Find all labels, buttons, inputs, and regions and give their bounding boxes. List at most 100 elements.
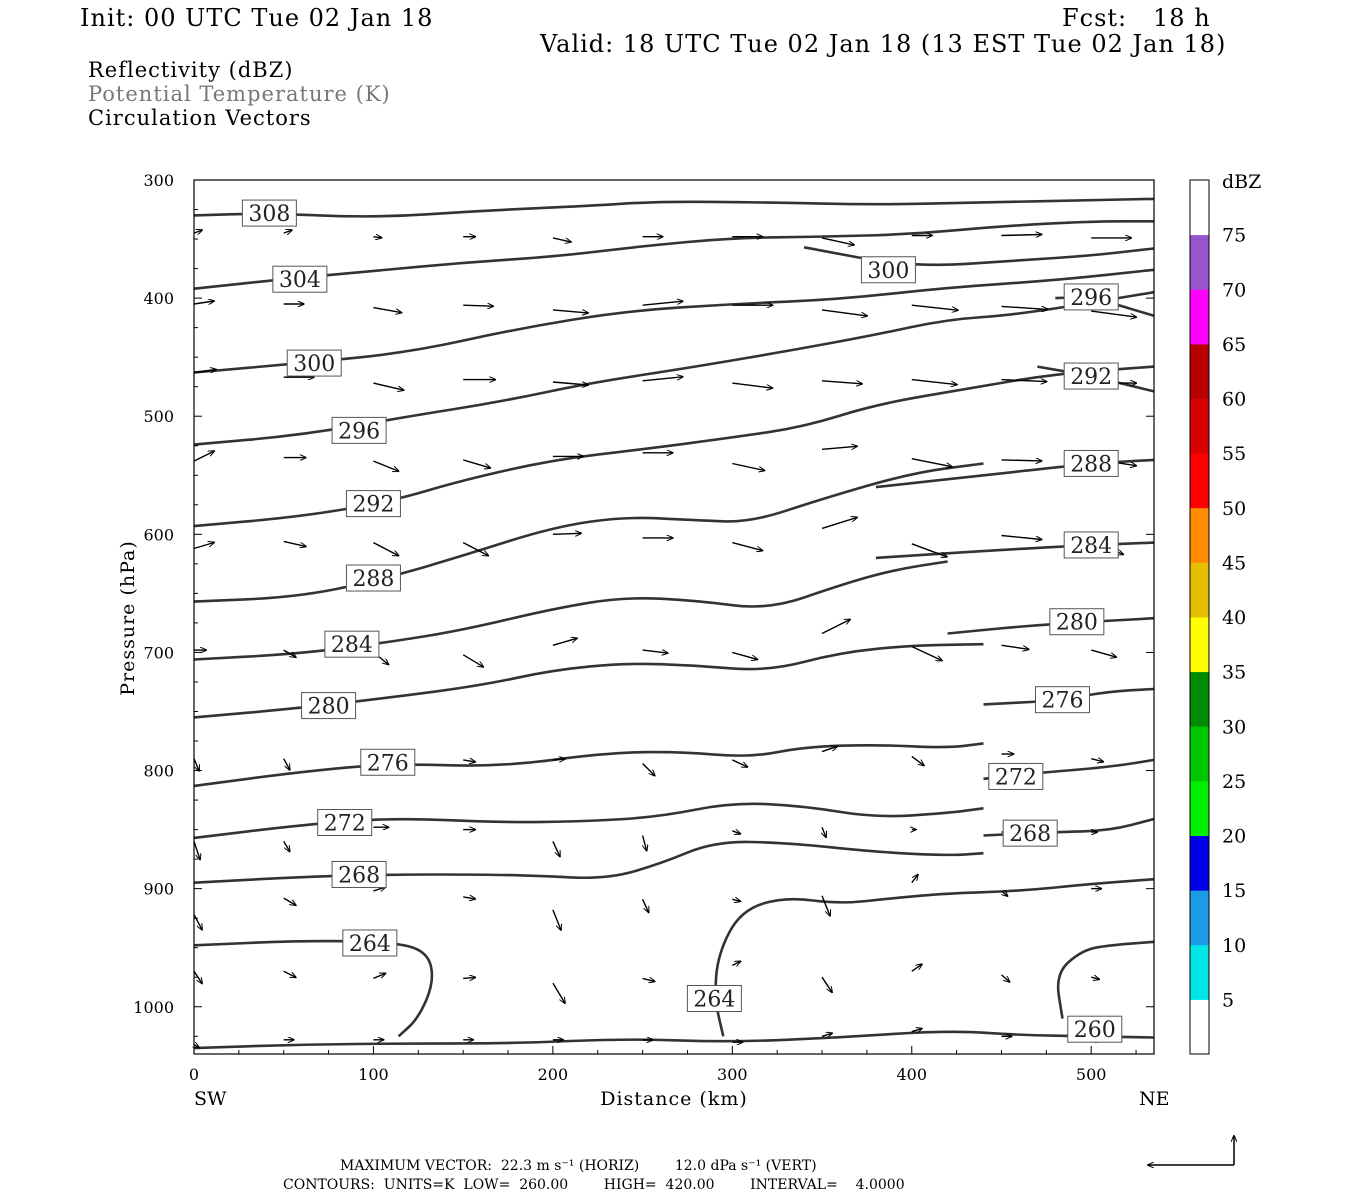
colorbar-segment (1190, 671, 1209, 727)
circulation-vector (552, 533, 581, 534)
theta-contour-labels: 308 304 300 300 296 296 292 292 288 288 284 284 280 2… (241, 199, 1123, 1043)
contour-label-296: 296 (1063, 283, 1119, 311)
circulation-vector (463, 459, 490, 468)
sw-endpoint-label: SW (194, 1088, 227, 1110)
circulation-vector (283, 758, 290, 770)
contour-label-box (1063, 449, 1119, 477)
circulation-vector (821, 895, 830, 916)
init-time: Init: 00 UTC Tue 02 Jan 18 (80, 4, 434, 32)
plot-frame (193, 179, 1155, 1055)
contour-label-268: 268 (331, 860, 387, 888)
circulation-vector (552, 841, 560, 856)
contour-label-300: 300 (286, 349, 342, 377)
colorbar-segment (1190, 398, 1209, 454)
contour-label-272: 272 (988, 762, 1044, 790)
contour-label-text: 292 (352, 493, 394, 518)
circulation-vector (1001, 305, 1048, 309)
theta-contours (193, 197, 1155, 1050)
contour-label-288: 288 (345, 564, 401, 592)
contour-label-text: 264 (693, 987, 735, 1012)
circulation-vector (463, 897, 475, 899)
contour-label-box (324, 630, 380, 658)
colorbar-level-label: 15 (1222, 880, 1246, 902)
circulation-vector (283, 230, 292, 233)
circulation-vector (193, 543, 214, 550)
circulation-vector (193, 370, 216, 373)
circulation-vector (462, 654, 483, 667)
colorbar-segment (1190, 289, 1209, 345)
legend-circulation-vectors: Circulation Vectors (88, 106, 312, 130)
circulation-vector (552, 909, 561, 930)
theta-contour-276 (193, 742, 984, 788)
circulation-vector (731, 961, 740, 965)
circulation-vector (821, 309, 867, 316)
contour-label-box (1063, 283, 1119, 311)
circulation-vector (552, 309, 588, 313)
circulation-vector (552, 638, 577, 646)
circulation-vector (194, 1045, 199, 1048)
y-tick-label: 600 (143, 525, 174, 544)
circulation-vector (1091, 977, 1099, 979)
colorbar-level-label: 30 (1222, 716, 1246, 738)
theta-contour-308 (193, 197, 1155, 218)
contour-label-284: 284 (1063, 531, 1119, 559)
colorbar-segment (1190, 890, 1209, 946)
theta-contour-292 (193, 365, 1155, 528)
contour-label-text: 272 (995, 765, 1037, 790)
contour-label-box (301, 692, 357, 720)
circulation-vector (732, 651, 757, 659)
circulation-vector (552, 759, 565, 760)
circulation-vector (1091, 649, 1116, 657)
colorbar-level-label: 10 (1222, 935, 1246, 957)
contour-label-text: 280 (1056, 611, 1098, 636)
y-tick-label: 300 (143, 171, 174, 190)
circulation-vector (463, 305, 493, 306)
contour-label-box (1063, 531, 1119, 559)
circulation-vector (911, 875, 918, 884)
colorbar-level-label: 35 (1222, 662, 1246, 684)
circulation-vector (1091, 759, 1103, 762)
colorbar-segment (1190, 835, 1209, 891)
circulation-vector (373, 237, 381, 238)
contour-label-box (1067, 1015, 1123, 1043)
circulation-vector (821, 517, 857, 530)
contour-label-300: 300 (860, 256, 916, 284)
contour-label-296: 296 (331, 416, 387, 444)
colorbar-segment (1190, 999, 1209, 1055)
x-tick-label: 200 (538, 1065, 569, 1084)
theta-contour-264 (193, 939, 434, 1038)
y-tick-label: 500 (143, 407, 174, 426)
circulation-vector (911, 1029, 922, 1032)
contour-label-box (345, 564, 401, 592)
colorbar-segment (1190, 234, 1209, 290)
contour-label-276: 276 (360, 748, 416, 776)
y-tick-label: 900 (143, 880, 174, 899)
circulation-vector (463, 760, 475, 762)
y-tick-label: 400 (143, 289, 174, 308)
contour-label-text: 300 (867, 259, 909, 284)
colorbar-segment (1190, 180, 1209, 236)
circulation-vector (641, 835, 647, 851)
contour-label-box (345, 490, 401, 518)
circulation-vector (642, 649, 668, 653)
circulation-vector (732, 541, 762, 551)
circulation-vector (552, 381, 588, 385)
reflectivity-colorbar: 5 10 15 20 25 30 35 40 45 50 55 60 65 70 75 (1189, 179, 1246, 1055)
circulation-vector (283, 970, 296, 977)
contour-label-box (317, 809, 373, 837)
circulation-vector (1001, 460, 1042, 461)
contour-label-box (241, 199, 297, 227)
valid-time: Valid: 18 UTC Tue 02 Jan 18 (13 EST Tue … (540, 30, 1227, 58)
colorbar-level-label: 25 (1222, 771, 1246, 793)
colorbar-segment (1190, 453, 1209, 509)
contour-label-box (860, 256, 916, 284)
y-tick-label: 800 (143, 762, 174, 781)
circulation-vector (911, 755, 924, 765)
contour-label-box (1063, 362, 1119, 390)
contour-label-text: 264 (349, 932, 391, 957)
colorbar-frame (1189, 179, 1210, 1055)
y-tick-label: 700 (143, 643, 174, 662)
x-axis-label: Distance (km) (600, 1088, 748, 1110)
circulation-vector (821, 1033, 832, 1036)
circulation-vector (462, 541, 488, 556)
